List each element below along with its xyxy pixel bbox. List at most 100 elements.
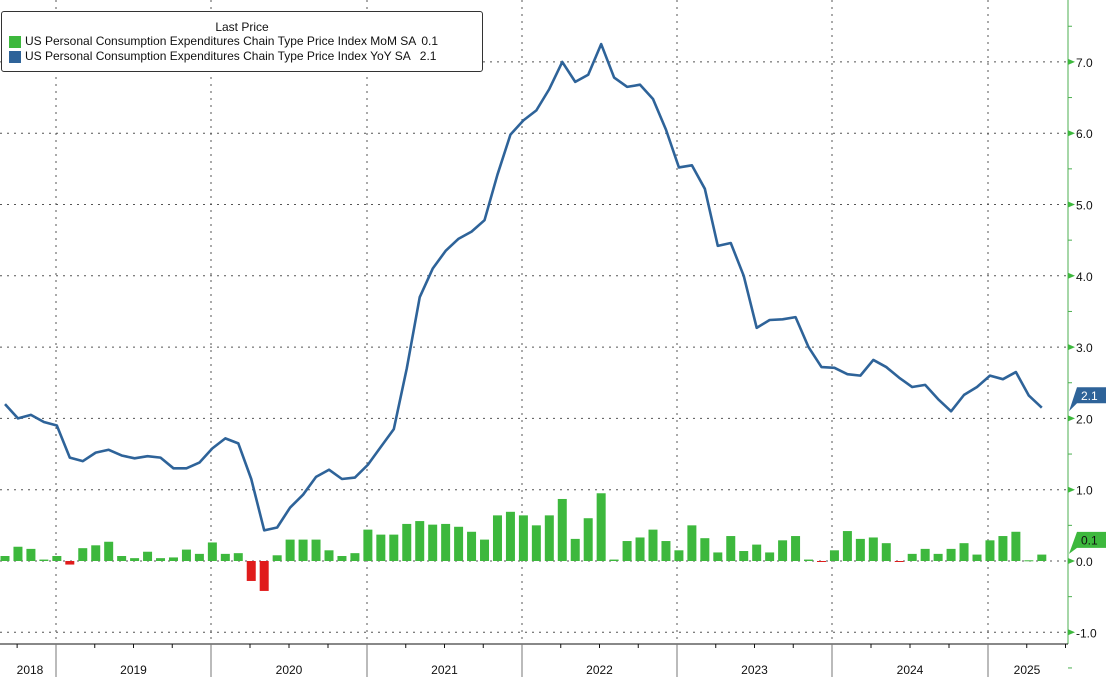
- mom-bar: [272, 555, 282, 561]
- mom-bar: [674, 550, 684, 561]
- mom-bar: [454, 526, 464, 561]
- mom-bar: [285, 539, 295, 561]
- mom-bar: [143, 551, 153, 561]
- mom-bar: [65, 561, 75, 565]
- legend-label: US Personal Consumption Expenditures Cha…: [25, 34, 417, 48]
- mom-last-value-tag-bg: [1069, 531, 1106, 554]
- mom-bar: [492, 515, 502, 561]
- mom-bar: [1037, 554, 1047, 561]
- mom-bar: [868, 537, 878, 561]
- mom-bar: [505, 511, 515, 561]
- mom-bar: [739, 551, 749, 561]
- mom-bar: [920, 548, 930, 561]
- mom-bar: [544, 515, 554, 561]
- mom-bar: [687, 525, 697, 561]
- mom-bar: [635, 537, 645, 561]
- legend-label: US Personal Consumption Expenditures Cha…: [25, 49, 411, 63]
- mom-bar: [480, 539, 490, 561]
- y-tick-marker: [1068, 486, 1075, 493]
- mom-bar: [726, 536, 736, 561]
- mom-bar: [622, 541, 632, 561]
- mom-bar: [246, 561, 256, 581]
- mom-bar: [0, 556, 10, 561]
- mom-bar: [933, 553, 943, 561]
- mom-bar: [259, 561, 269, 591]
- mom-bar: [713, 552, 723, 561]
- mom-bar: [894, 561, 904, 562]
- mom-bar: [441, 523, 451, 561]
- mom-bar: [78, 548, 88, 561]
- mom-bar: [324, 550, 334, 561]
- mom-last-value-tag: 0.1: [1081, 533, 1098, 547]
- y-tick-marker: [1068, 130, 1075, 137]
- y-tick-marker: [1068, 558, 1075, 564]
- x-tick-label: 2019: [120, 663, 147, 677]
- mom-bar: [52, 556, 62, 561]
- legend-item-yoy: US Personal Consumption Expenditures Cha…: [2, 49, 482, 64]
- y-tick-label: 2.0: [1076, 412, 1093, 426]
- mom-bar: [648, 529, 658, 561]
- yoy-line: [4, 42, 1043, 532]
- y-tick-label: 5.0: [1076, 199, 1093, 213]
- legend-value: 0.1: [421, 34, 438, 48]
- y-tick-label: 6.0: [1076, 127, 1093, 141]
- yoy-last-value-tag: 2.1: [1081, 389, 1098, 403]
- y-tick-marker: [1068, 415, 1075, 422]
- mom-bar: [402, 523, 412, 561]
- legend-swatch-green: [9, 35, 21, 48]
- mom-bar: [752, 544, 762, 561]
- legend: Last Price US Personal Consumption Expen…: [1, 11, 483, 72]
- mom-bar: [13, 546, 23, 561]
- mom-bar: [881, 543, 891, 561]
- y-tick-marker: [1068, 344, 1075, 351]
- mom-bar: [778, 540, 788, 561]
- mom-bar: [804, 559, 814, 561]
- mom-bar: [350, 553, 360, 561]
- y-tick-marker: [1068, 58, 1075, 65]
- mom-bar: [855, 538, 865, 561]
- mom-bar: [156, 558, 166, 561]
- mom-bar: [363, 529, 373, 561]
- x-tick-label: 2022: [586, 663, 613, 677]
- x-tick-label: 2020: [276, 663, 303, 677]
- mom-bar: [791, 536, 801, 561]
- y-tick-label: 7.0: [1076, 56, 1093, 70]
- mom-bar: [557, 498, 567, 561]
- mom-bar: [946, 548, 956, 561]
- mom-bar: [972, 554, 982, 561]
- mom-bar: [531, 525, 541, 561]
- mom-bar: [298, 539, 308, 561]
- mom-bar: [467, 531, 477, 561]
- mom-bar: [959, 543, 969, 561]
- mom-bar: [117, 556, 127, 561]
- mom-bar: [985, 540, 995, 561]
- mom-bar: [518, 515, 528, 561]
- mom-bar: [700, 538, 710, 561]
- mom-bar: [842, 531, 852, 561]
- mom-bar: [311, 539, 321, 561]
- legend-value: 2.1: [419, 49, 437, 63]
- y-tick-label: 1.0: [1076, 484, 1093, 498]
- mom-bar: [181, 549, 191, 561]
- mom-bar: [130, 558, 140, 561]
- mom-bar: [609, 559, 619, 561]
- x-tick-label: 2024: [897, 663, 924, 677]
- mom-bar: [233, 553, 243, 561]
- yoy-last-value-tag-bg: [1069, 387, 1106, 412]
- mom-bar: [194, 553, 204, 561]
- mom-bar: [220, 553, 230, 561]
- x-tick-label: 2025: [1014, 663, 1041, 677]
- mom-bar: [104, 541, 114, 561]
- mom-bar: [428, 524, 438, 561]
- y-tick-marker: [1068, 629, 1075, 636]
- mom-bar: [661, 541, 671, 561]
- mom-bar: [816, 561, 826, 562]
- legend-item-mom: US Personal Consumption Expenditures Cha…: [2, 34, 482, 49]
- mom-bar: [907, 553, 917, 561]
- y-tick-label: 0.0: [1076, 555, 1093, 569]
- y-tick-marker: [1068, 201, 1075, 208]
- mom-bar: [570, 538, 580, 561]
- y-tick-label: 3.0: [1076, 341, 1093, 355]
- mom-bar: [39, 559, 49, 561]
